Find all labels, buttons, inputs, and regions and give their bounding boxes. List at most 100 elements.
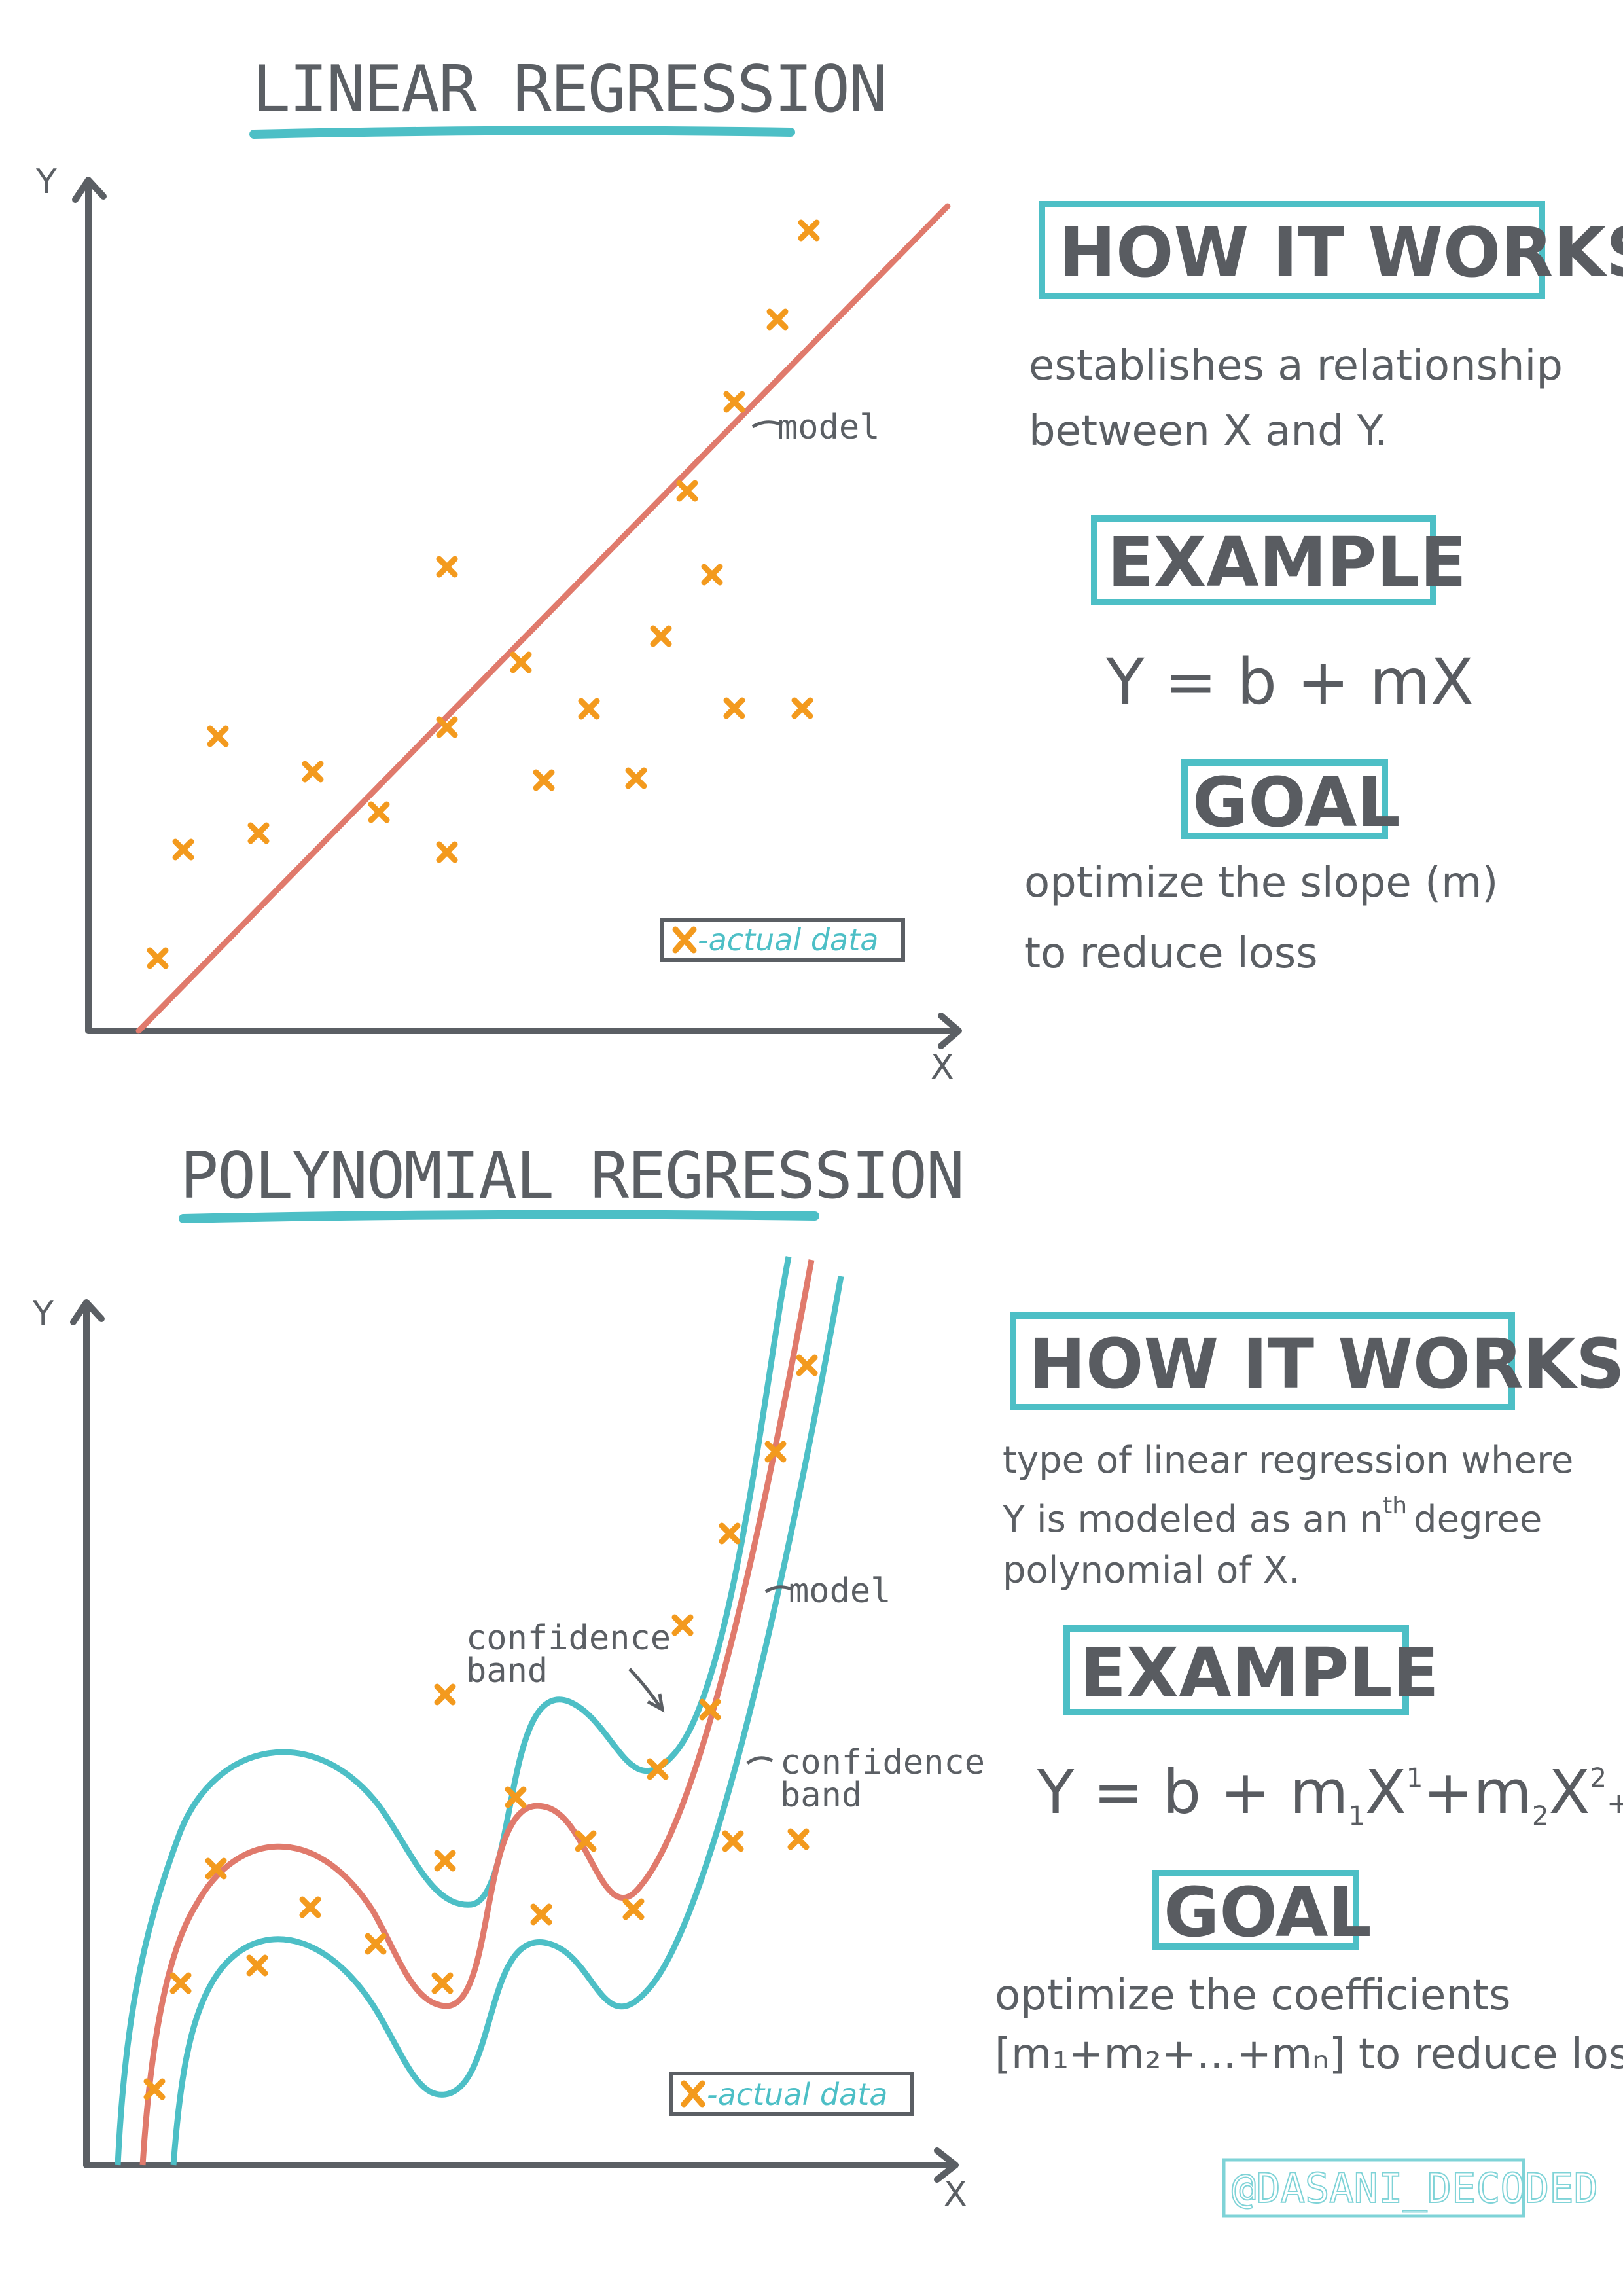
linear-how-title: HOW IT WORKS <box>1059 213 1623 293</box>
linear-data-marker <box>302 761 324 783</box>
linear-example-box <box>1091 515 1436 605</box>
poly-band-arrow-icon <box>628 1668 665 1713</box>
poly-data-marker <box>787 1828 810 1850</box>
poly-legend-marker-icon <box>681 2080 705 2108</box>
poly-y-label: Y <box>32 1295 54 1334</box>
linear-data-marker <box>723 391 745 413</box>
linear-title-underline <box>249 126 795 139</box>
linear-goal-box <box>1181 759 1388 839</box>
poly-eq-pow-2: 2 <box>1590 1763 1607 1793</box>
poly-data-marker <box>169 1972 192 1994</box>
poly-data-marker <box>299 1896 321 1918</box>
poly-data-marker <box>205 1857 227 1880</box>
poly-data-marker <box>699 1698 721 1721</box>
poly-eq-lead: Y = b + <box>1037 1757 1290 1827</box>
linear-how-line-1: establishes a relationship <box>1029 342 1563 390</box>
poly-data-marker <box>575 1830 597 1852</box>
poly-data-marker <box>431 1972 454 1994</box>
poly-goal-title: GOAL <box>1164 1873 1372 1952</box>
poly-model-curve <box>139 1259 815 2166</box>
poly-how-sup: th <box>1383 1492 1407 1519</box>
linear-data-marker <box>368 801 390 823</box>
poly-data-marker <box>505 1786 527 1808</box>
linear-x-label: X <box>931 1048 954 1087</box>
linear-model-arrow-icon <box>751 420 781 429</box>
poly-data-marker <box>647 1758 669 1780</box>
poly-axes <box>70 1299 959 2183</box>
poly-equation: Y = b + m1X1+m2X2+...+mnXn <box>1037 1757 1623 1831</box>
poly-band-label-2-line-2: band <box>780 1776 862 1815</box>
poly-data-marker <box>719 1522 741 1545</box>
poly-data-marker <box>722 1830 744 1852</box>
poly-eq-coef-2: m <box>1473 1757 1532 1827</box>
linear-model-label: model <box>777 408 880 447</box>
poly-model-label: model <box>789 1571 891 1611</box>
linear-data-marker <box>172 838 194 861</box>
poly-how-tail: degree <box>1414 1498 1542 1541</box>
linear-legend-box <box>660 918 905 962</box>
linear-data-marker <box>533 769 555 791</box>
poly-band-label-2-line-1: confidence <box>780 1743 985 1782</box>
poly-title: POLYNOMIAL REGRESSION <box>180 1139 963 1213</box>
svg-text:Y = b + m1X1+m2X2+...+mnXn: Y = b + m1X1+m2X2+...+mnXn <box>1037 1757 1623 1831</box>
linear-title: LINEAR REGRESSION <box>252 52 886 127</box>
linear-data-marker <box>578 698 600 720</box>
poly-y-arrow-icon <box>70 1299 105 1325</box>
poly-data-marker <box>365 1933 387 1955</box>
credit-box <box>1222 2158 1525 2218</box>
linear-how-box <box>1039 201 1545 299</box>
poly-band-label-1-line-1: confidence <box>466 1619 671 1658</box>
linear-data-marker <box>207 725 229 747</box>
linear-data-marker <box>723 697 745 719</box>
linear-data-marker <box>798 219 820 242</box>
linear-data-marker <box>676 480 698 502</box>
linear-data-marker <box>650 625 672 647</box>
poly-data-marker <box>671 1614 694 1636</box>
poly-how-line-1: type of linear regression where <box>1003 1439 1573 1482</box>
linear-data-marker <box>436 841 458 863</box>
poly-goal-line-2: [m₁+m₂+...+mₙ] to reduce loss. <box>995 2030 1623 2079</box>
poly-section: POLYNOMIAL REGRESSION Y X model confiden… <box>32 1139 1623 2214</box>
poly-eq-var-2: X <box>1548 1757 1590 1827</box>
linear-legend: -actual data <box>660 918 905 962</box>
linear-model-line <box>135 203 951 1034</box>
poly-how-title: HOW IT WORKS <box>1029 1324 1623 1404</box>
linear-data-points <box>147 219 820 969</box>
poly-lower-band <box>170 1276 844 2166</box>
poly-data-marker <box>143 2078 166 2100</box>
linear-goal-title: GOAL <box>1192 762 1400 842</box>
poly-data-marker <box>622 1898 645 1920</box>
poly-data-points <box>143 1354 818 2100</box>
linear-data-marker <box>701 564 723 586</box>
poly-data-marker <box>796 1354 818 1376</box>
poly-x-arrow-icon <box>934 2147 959 2183</box>
poly-eq-ellipsis: +...+ <box>1607 1787 1623 1820</box>
poly-data-marker <box>246 1954 268 1977</box>
poly-eq-sub-2: 2 <box>1532 1801 1548 1831</box>
linear-goal-line-1: optimize the slope (m) <box>1024 859 1498 907</box>
credit-text: @DASANI_DECODED <box>1232 2164 1598 2212</box>
linear-example-title: EXAMPLE <box>1107 522 1467 602</box>
poly-band-label-1-line-2: band <box>466 1651 548 1691</box>
poly-eq-sub-1: 1 <box>1348 1801 1364 1831</box>
poly-eq-pow-1: 1 <box>1406 1763 1423 1793</box>
linear-equation: Y = b + mX <box>1105 645 1474 719</box>
linear-data-marker <box>436 716 458 738</box>
linear-how-line-2: between X and Y. <box>1029 407 1388 456</box>
poly-how-line-3: polynomial of X. <box>1003 1549 1300 1592</box>
poly-eq-coef-1: m <box>1290 1757 1349 1827</box>
poly-data-marker <box>434 1683 456 1706</box>
poly-legend-box <box>669 2072 914 2116</box>
linear-goal-line-2: to reduce loss <box>1024 929 1318 978</box>
linear-x-arrow-icon <box>938 1013 962 1049</box>
linear-y-arrow-icon <box>72 177 107 203</box>
poly-x-label: X <box>944 2175 967 2214</box>
linear-data-marker <box>147 947 169 969</box>
linear-legend-marker-icon <box>672 926 697 954</box>
poly-how-box <box>1010 1312 1515 1410</box>
poly-upper-band <box>115 1256 792 2166</box>
poly-eq-var-1: X <box>1365 1757 1406 1827</box>
linear-data-marker <box>625 767 647 789</box>
